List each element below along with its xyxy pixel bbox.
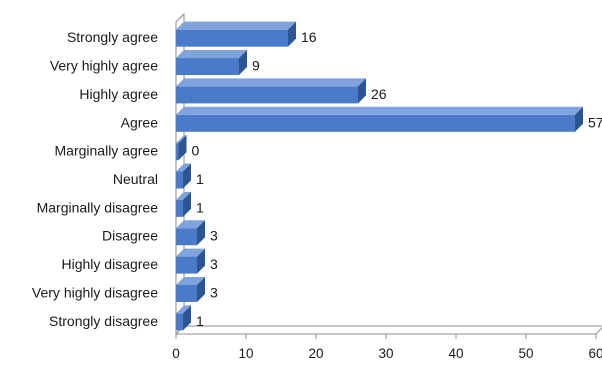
bar (176, 50, 247, 76)
x-tick-label: 50 (518, 346, 533, 361)
data-label: 3 (210, 256, 218, 272)
category-label: Strongly agree (67, 29, 158, 45)
bar (176, 220, 205, 246)
data-label: 9 (252, 58, 260, 74)
data-label: 26 (371, 86, 387, 102)
category-label: Very highly disagree (32, 284, 158, 300)
bars (176, 21, 583, 331)
category-labels: Strongly agree Very highly agree Highly ag… (32, 29, 158, 329)
category-label: Neutral (113, 171, 158, 187)
bar (176, 106, 583, 132)
bar (176, 276, 205, 302)
data-label: 1 (196, 199, 204, 215)
data-label: 1 (196, 313, 204, 329)
x-tick-label: 10 (238, 346, 253, 361)
category-label: Disagree (102, 228, 158, 244)
bar (176, 163, 191, 189)
data-label: 3 (210, 284, 218, 300)
floor (174, 325, 602, 335)
bar (176, 135, 187, 161)
x-tick-label: 40 (448, 346, 463, 361)
category-label: Highly agree (79, 86, 158, 102)
x-tick-label: 60 (588, 346, 602, 361)
category-label: Very highly agree (50, 58, 158, 74)
data-label: 1 (196, 171, 204, 187)
x-tick-label: 20 (308, 346, 323, 361)
bar (176, 21, 296, 47)
category-label: Marginally agree (55, 143, 159, 159)
category-label: Highly disagree (62, 256, 159, 272)
data-label: 0 (192, 143, 200, 159)
bar (176, 248, 205, 274)
data-label: 3 (210, 228, 218, 244)
bar (176, 78, 366, 104)
category-label: Strongly disagree (49, 313, 158, 329)
category-label: Agree (121, 114, 159, 130)
x-tick-label: 0 (172, 346, 180, 361)
data-label: 16 (301, 29, 317, 45)
x-tick-label: 30 (378, 346, 393, 361)
x-axis-ticks: 0 10 20 30 40 50 60 (172, 334, 602, 361)
data-label: 57 (588, 114, 602, 130)
category-label: Marginally disagree (37, 199, 159, 215)
bar (176, 191, 191, 217)
bar (176, 305, 191, 331)
